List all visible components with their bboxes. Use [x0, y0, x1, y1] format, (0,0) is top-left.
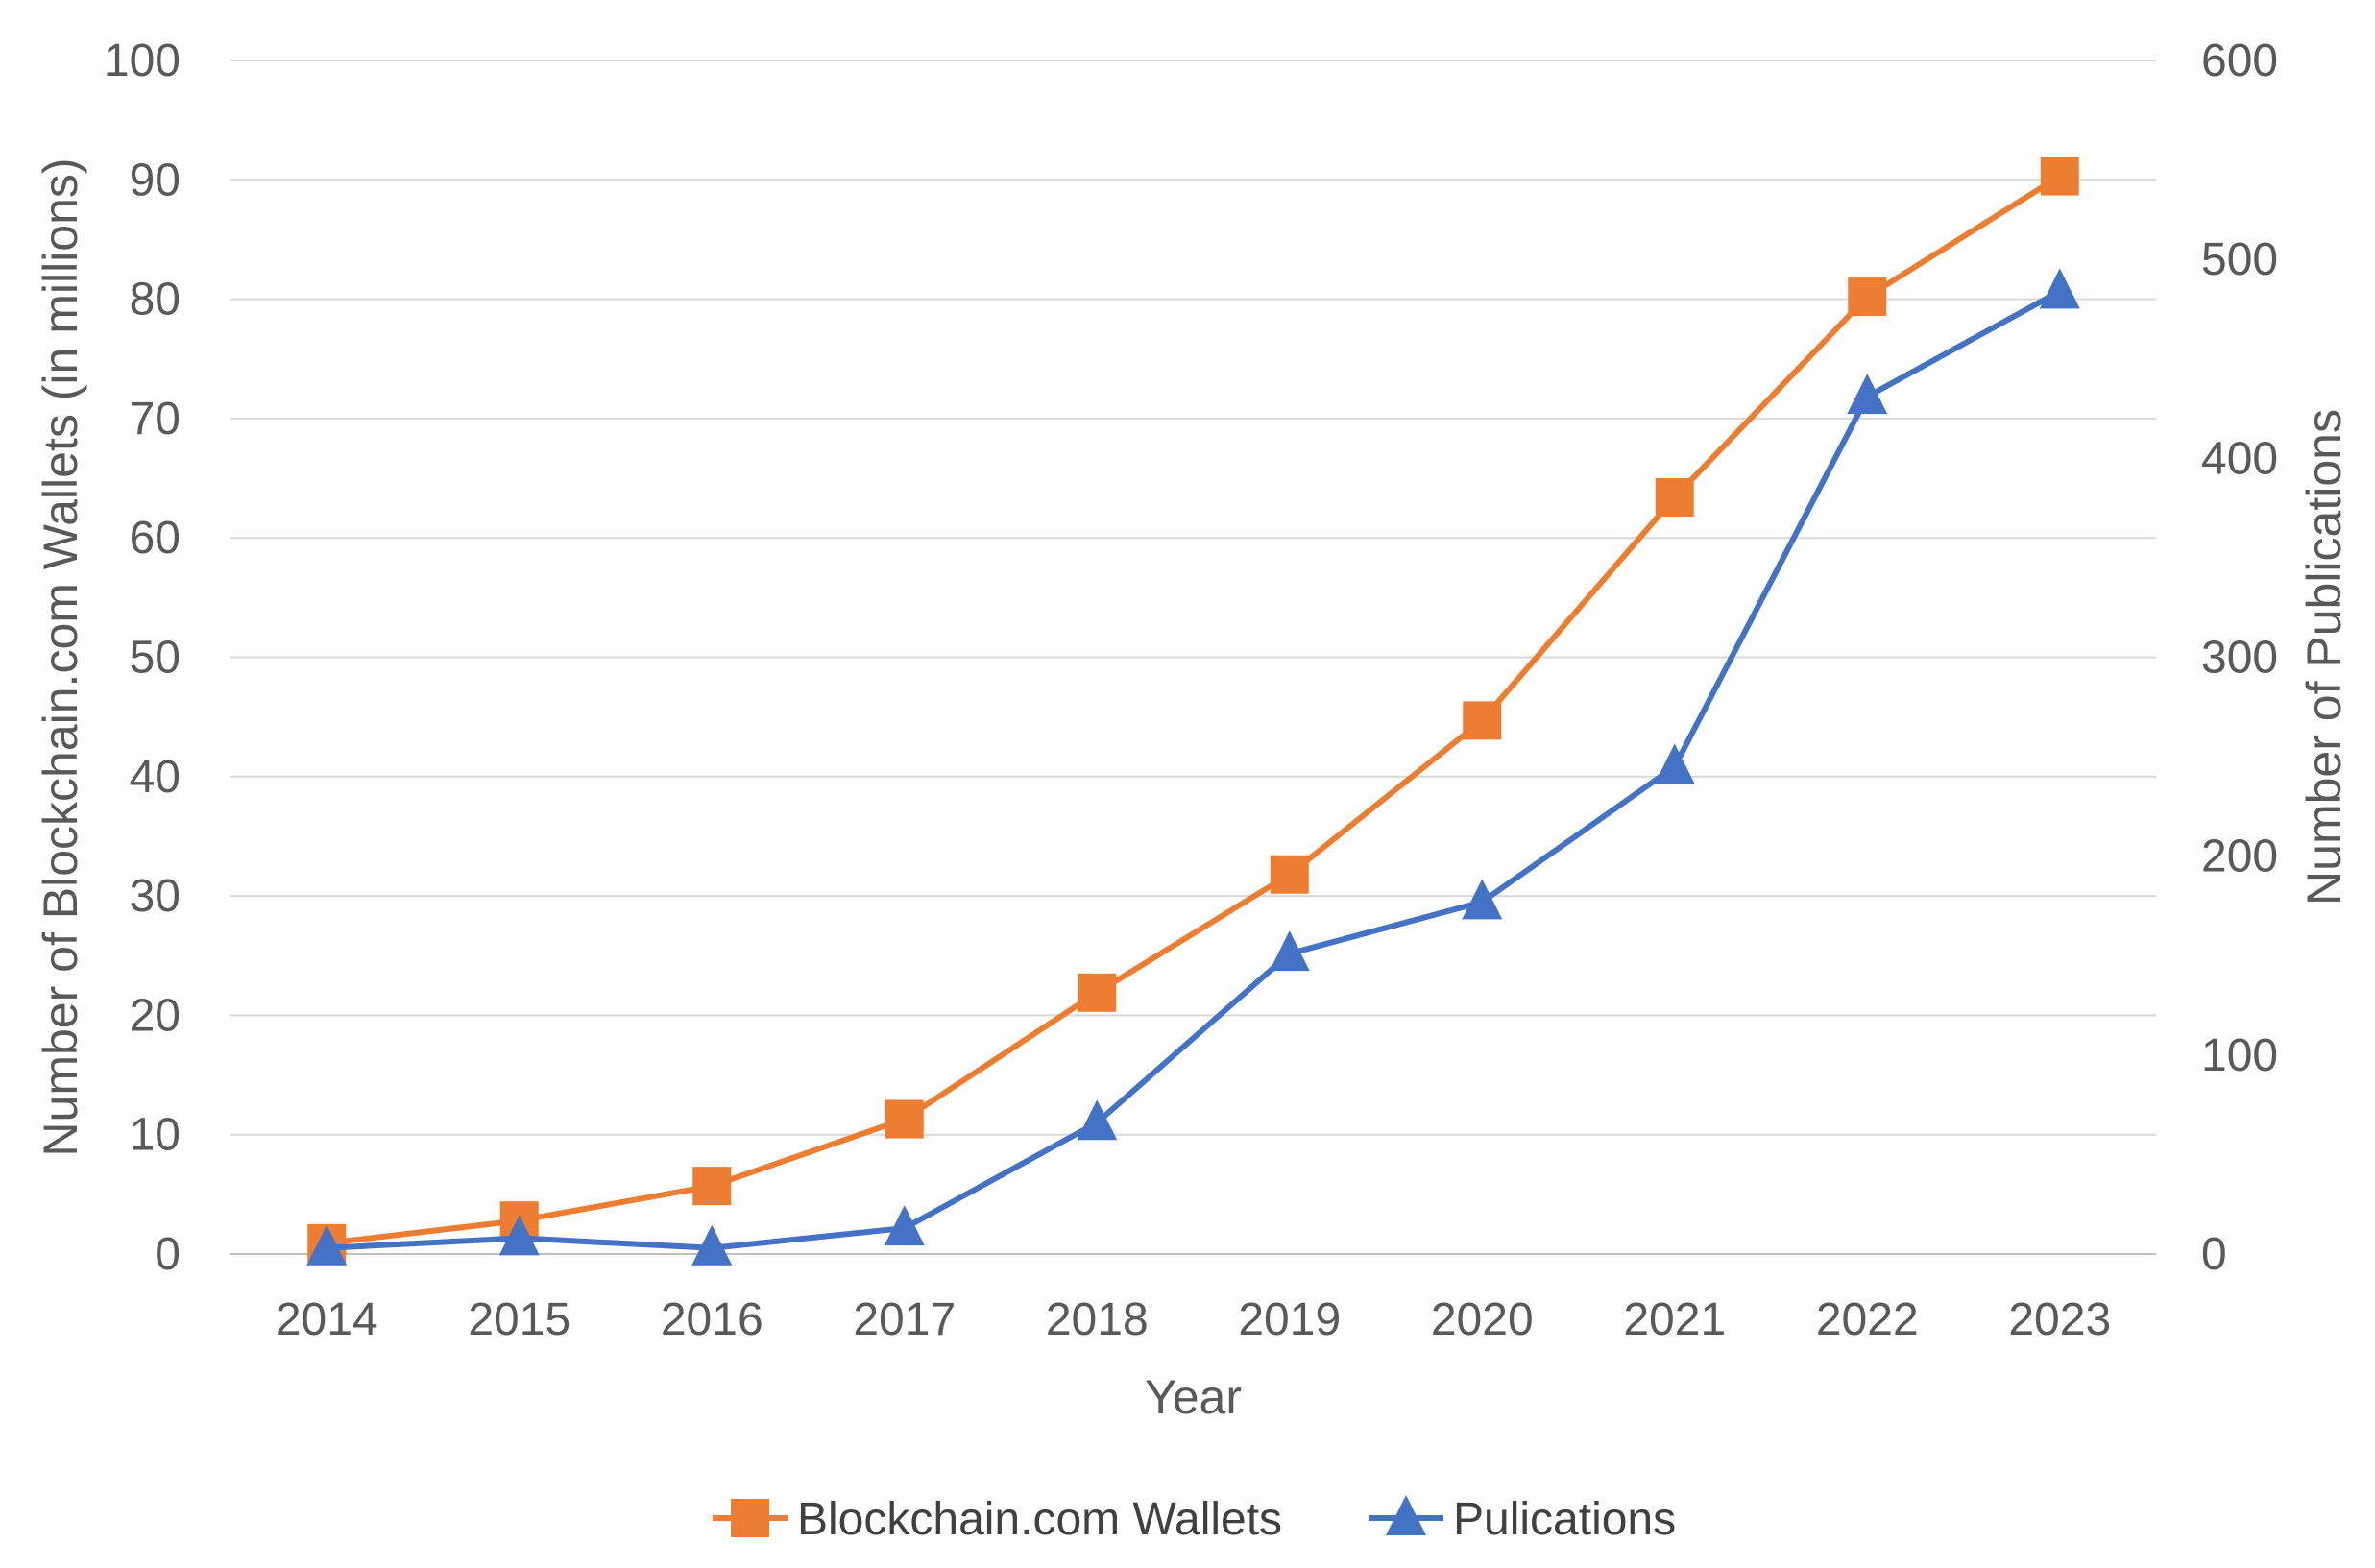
right-tick-label: 0	[2201, 1229, 2227, 1280]
left-tick-label: 90	[130, 155, 181, 205]
data-point	[306, 1224, 348, 1266]
data-point	[885, 1099, 924, 1139]
legend-marker	[1386, 1495, 1426, 1535]
right-tick-label: 600	[2201, 36, 2278, 86]
right-tick-label: 300	[2201, 633, 2278, 684]
x-axis-ticks: 2014 2015 2016 2017 2018 2019 2020 2021 2022 2023	[276, 1294, 2111, 1345]
x-tick-label: 2015	[468, 1294, 570, 1345]
data-point	[1848, 277, 1887, 317]
series-line	[326, 174, 2062, 1246]
x-tick-label: 2023	[2008, 1294, 2111, 1345]
data-point	[1654, 743, 1695, 784]
left-tick-label: 70	[130, 394, 181, 445]
right-tick-label: 100	[2201, 1030, 2278, 1081]
data-point	[691, 1224, 733, 1266]
left-axis-ticks: 0 10 20 30 40 50 60 70 80 90 100	[104, 36, 181, 1280]
left-tick-label: 100	[104, 36, 181, 86]
left-axis-title: Number of Blockchain.com Wallets (in mil…	[34, 157, 87, 1156]
data-point	[1462, 879, 1503, 920]
data-point	[1655, 477, 1694, 517]
right-tick-label: 400	[2201, 433, 2278, 484]
left-tick-label: 40	[130, 752, 181, 803]
legend-label: Blockchain.com Wallets	[797, 1494, 1282, 1545]
left-tick-label: 30	[130, 871, 181, 922]
left-tick-label: 0	[155, 1229, 181, 1280]
x-tick-label: 2017	[853, 1294, 956, 1345]
left-tick-label: 10	[130, 1110, 181, 1161]
left-tick-label: 20	[130, 990, 181, 1041]
x-tick-label: 2022	[1816, 1294, 1919, 1345]
x-tick-label: 2014	[276, 1294, 378, 1345]
right-axis-title: Number of Publications	[2297, 409, 2351, 905]
series-2	[306, 268, 2080, 1266]
data-point	[1463, 701, 1502, 740]
series-1	[307, 157, 2079, 1263]
left-tick-label: 60	[130, 513, 181, 564]
data-point	[884, 1205, 925, 1246]
gridlines	[230, 60, 2156, 1255]
x-axis-title: Year	[1145, 1370, 1242, 1424]
x-tick-label: 2021	[1623, 1294, 1726, 1345]
data-point	[1077, 1099, 1118, 1141]
data-point	[1269, 930, 1310, 972]
series-layer	[306, 157, 2080, 1266]
x-tick-label: 2016	[661, 1294, 763, 1345]
legend-label: Pulications	[1453, 1494, 1676, 1545]
data-point	[498, 1215, 540, 1256]
legend-item: Blockchain.com Wallets	[713, 1494, 1282, 1545]
data-point	[692, 1167, 732, 1206]
left-tick-label: 80	[130, 275, 181, 326]
data-point	[2040, 157, 2079, 196]
right-tick-label: 500	[2201, 234, 2278, 285]
data-point	[1270, 855, 1309, 894]
legend: Blockchain.com Wallets Pulications	[713, 1494, 1676, 1545]
data-point	[1847, 374, 1888, 415]
legend-item: Pulications	[1369, 1494, 1676, 1545]
series-line	[327, 288, 2062, 1251]
x-tick-label: 2019	[1238, 1294, 1341, 1345]
data-point	[2039, 268, 2080, 309]
right-tick-label: 200	[2201, 832, 2278, 882]
legend-marker	[731, 1499, 769, 1537]
x-tick-label: 2018	[1046, 1294, 1149, 1345]
data-point	[1078, 973, 1117, 1012]
left-tick-label: 50	[130, 633, 181, 684]
x-tick-label: 2020	[1431, 1294, 1534, 1345]
right-axis-ticks: 0 100 200 300 400 500 600	[2201, 36, 2278, 1280]
